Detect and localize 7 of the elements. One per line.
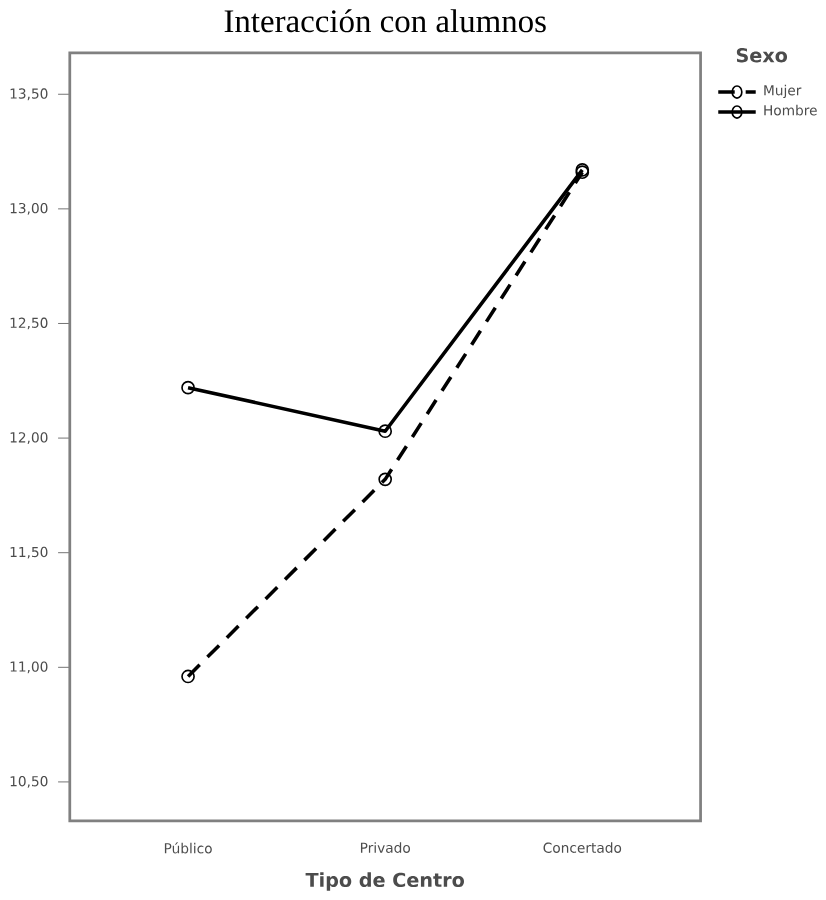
point <box>378 424 393 439</box>
x-axis-title: Tipo de Centro <box>305 872 465 891</box>
point <box>181 380 196 395</box>
chart-title: Interacción con alumnos <box>224 9 546 33</box>
point <box>378 472 393 487</box>
point <box>181 669 196 684</box>
legend-title: Sexo <box>736 47 788 63</box>
